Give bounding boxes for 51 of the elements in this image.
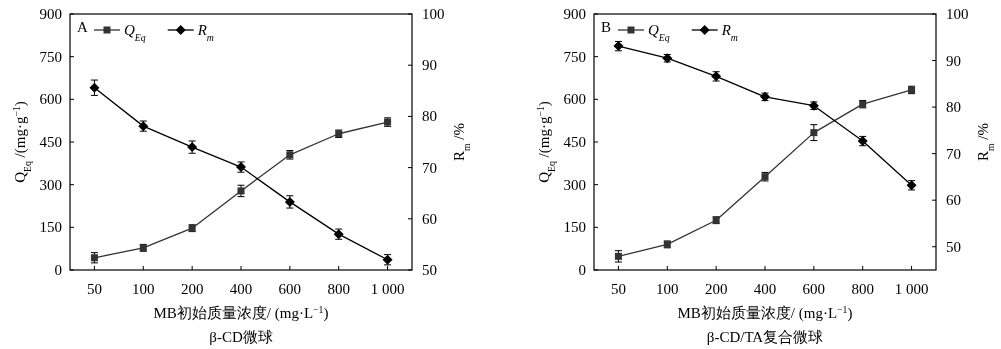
x-tick-label: 200 [180,281,204,297]
y-tick-label: 600 [39,91,62,108]
x-tick-label: 200 [704,281,728,297]
x-tick-label: 400 [753,281,777,297]
y-tick-label: 0 [578,262,586,278]
text: β-CD微球 [209,329,273,345]
y2-tick-label: 60 [422,210,437,227]
chart-title: B [601,19,612,35]
x-axis-title: MB初始质量浓度/ (mg·L$^{−1}$) [677,303,853,322]
y2-tick-label: 100 [422,6,445,22]
x-tick-label: 600 [278,281,302,297]
x-tick-label: 50 [86,281,102,297]
x-axis-title: MB初始质量浓度/ (mg·L$^{−1}$) [153,303,329,322]
y-tick-label: 150 [39,219,62,236]
y-tick-label: 0 [54,262,62,278]
y-tick-label: 300 [563,176,586,193]
y2-tick-label: 50 [946,238,961,255]
y-tick-label: 900 [39,6,62,22]
y-tick-label: 300 [39,176,62,193]
text: β-CD/TA复合微球 [706,329,824,345]
legend-label: R$_{m}$ [196,22,214,43]
point [810,129,818,137]
y-tick-label: 150 [563,219,586,236]
x-tick-label: 100 [132,281,155,297]
x-tick-label: 50 [610,281,626,297]
legend-label: R$_{m}$ [720,22,738,43]
x-tick-label: 600 [802,281,826,297]
y-tick-label: 750 [563,48,586,65]
legend-label: Q$_{Eq}$ [648,22,670,43]
y-tick-label: 750 [39,48,62,65]
y-tick-label: 450 [39,134,62,150]
x-tick-label: 400 [229,281,253,297]
y2-tick-label: 70 [946,145,961,162]
y-tick-label: 900 [563,6,586,22]
y2-tick-label: 70 [422,159,437,176]
y2-tick-label: 60 [946,192,961,209]
y-tick-label: 450 [563,134,586,150]
y2-tick-label: 100 [946,6,969,22]
y2-tick-label: 90 [422,57,437,74]
x-tick-label: 1 000 [370,281,405,297]
chart-title: A [77,19,88,35]
x-tick-label: 1 000 [894,281,929,297]
y2-tick-label: 80 [422,108,437,125]
y2-tick-label: 90 [946,52,961,69]
y2-tick-label: 50 [422,262,437,278]
x-tick-label: 100 [656,281,679,297]
legend-label: Q$_{Eq}$ [124,22,146,43]
y-tick-label: 600 [563,91,586,108]
x-tick-label: 800 [327,281,350,297]
y2-tick-label: 80 [946,99,961,116]
x-tick-label: 800 [851,281,874,297]
